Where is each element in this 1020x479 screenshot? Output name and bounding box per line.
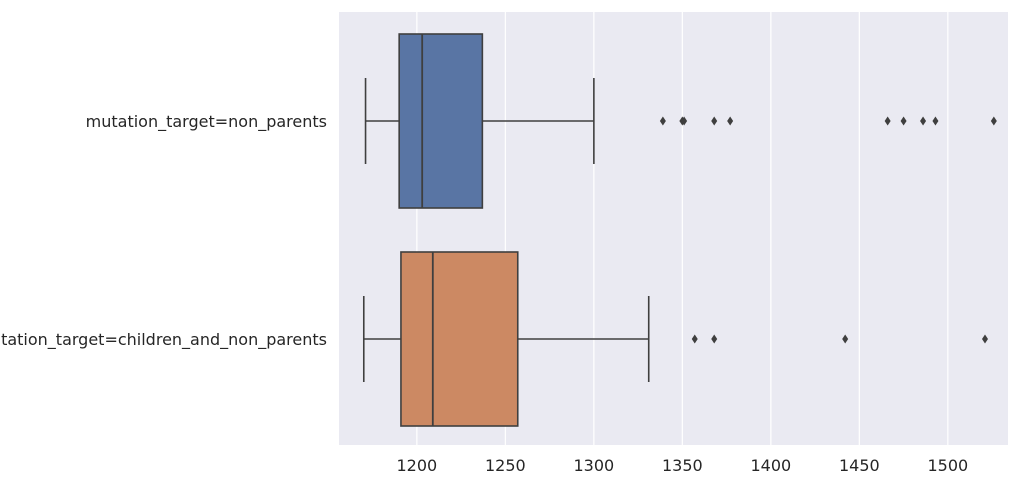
outlier-point [659,116,666,126]
x-tick-label: 1350 [662,456,703,475]
outlier-point [884,116,891,126]
outlier-point [932,116,939,126]
outlier-point [981,334,988,344]
x-tick-label: 1400 [750,456,791,475]
y-axis-category-labels: mutation_target=non_parents mutation_targ… [0,112,327,350]
x-tick-label: 1500 [927,456,968,475]
outlier-point [711,116,718,126]
x-tick-label: 1450 [839,456,880,475]
box-group [362,251,988,427]
outlier-point [920,116,927,126]
x-tick-label: 1300 [573,456,614,475]
outlier-point [711,334,718,344]
outlier-point [727,116,734,126]
outlier-point [842,334,849,344]
iqr-box [400,251,519,427]
y-category-label: mutation_target=children_and_non_parents [0,330,327,350]
outlier-point [990,116,997,126]
box-group [364,33,997,209]
x-tick-label: 1250 [485,456,526,475]
outlier-point [900,116,907,126]
y-category-label: mutation_target=non_parents [86,112,327,132]
outlier-point [691,334,698,344]
x-tick-label: 1200 [397,456,438,475]
box-plot-series [362,33,997,427]
iqr-box [398,33,484,209]
x-axis-tick-labels: 1200 1250 1300 1350 1400 1450 1500 [397,456,969,475]
outlier-point [681,116,688,126]
